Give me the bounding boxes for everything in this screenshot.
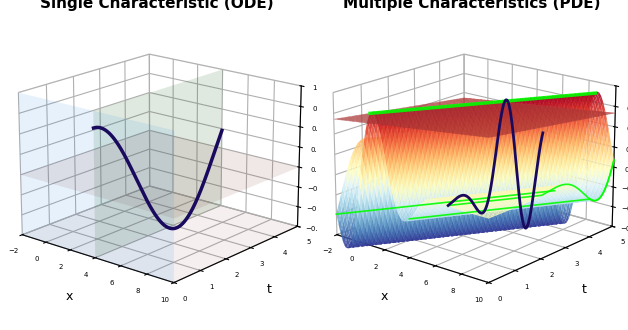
X-axis label: x: x bbox=[65, 290, 73, 303]
Title: Single Characteristic (ODE): Single Characteristic (ODE) bbox=[40, 0, 273, 11]
X-axis label: x: x bbox=[380, 290, 387, 303]
Y-axis label: t: t bbox=[266, 283, 271, 296]
Y-axis label: t: t bbox=[582, 283, 586, 296]
Title: Multiple Characteristics (PDE): Multiple Characteristics (PDE) bbox=[343, 0, 600, 11]
